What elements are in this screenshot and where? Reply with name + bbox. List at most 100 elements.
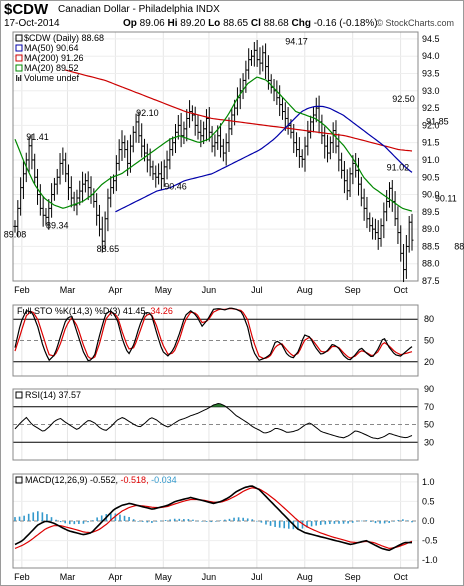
macd-histogram-bar [297, 521, 299, 530]
macd-histogram-bar [55, 519, 57, 521]
quote-line: Op 89.06 Hi 89.20 Lo 88.65 Cl 88.68 Chg … [123, 18, 378, 29]
macd-histogram-bar [14, 517, 16, 521]
macd-y-tick: 0.0 [422, 516, 435, 526]
macd-histogram-bar [137, 521, 140, 522]
price-annotation: 90.11 [435, 194, 457, 204]
macd-histogram-bar [310, 521, 313, 527]
open-label: Op [123, 18, 137, 29]
macd-histogram-bar [96, 517, 98, 521]
macd-histogram-bar [64, 521, 66, 524]
price-y-tick: 87.5 [422, 276, 440, 286]
macd-histogram-bar [233, 517, 235, 521]
macd-y-tick: -1.0 [422, 555, 438, 565]
macd-histogram-bar [192, 519, 194, 521]
copyright-link[interactable]: © StockCharts.com [376, 18, 454, 28]
macd-histogram-bar [274, 521, 276, 527]
macd-histogram-bar [237, 517, 240, 521]
ma20-line [14, 76, 413, 212]
rsi-y-tick: 70 [424, 402, 434, 412]
close-label: Cl [250, 18, 261, 29]
price-y-tick: 93.5 [422, 69, 440, 79]
low-value: 88.65 [223, 18, 249, 29]
macd-histogram-bar [411, 521, 413, 523]
chart-symbol: $CDW [4, 1, 49, 18]
macd-histogram-bar [374, 521, 377, 524]
macd-line [14, 485, 412, 552]
macd-histogram-bar [87, 521, 89, 523]
macd-histogram-bar [183, 519, 185, 521]
price-y-tick: 89.5 [422, 207, 440, 217]
x-tick-label: Jul [251, 285, 263, 295]
x-tick-label: May [155, 572, 173, 582]
macd-histogram-bar [68, 521, 71, 525]
macd-histogram-bar [265, 521, 267, 525]
price-y-tick: 94.5 [422, 34, 440, 44]
volume-icon-bar [18, 77, 20, 81]
volume-legend-icon [16, 75, 22, 81]
stoch-y-tick: 80 [424, 314, 434, 324]
macd-histogram-bar [132, 519, 135, 521]
macd-histogram-bar [119, 514, 121, 521]
macd-histogram-bar [224, 519, 226, 521]
macd-histogram-bar [379, 521, 381, 524]
rsi-overbought-fill [211, 403, 225, 407]
macd-histogram-bar [164, 520, 167, 521]
macd-histogram-bar [351, 521, 354, 523]
macd-histogram-bar [187, 519, 190, 521]
macd-histogram-bar [155, 521, 158, 522]
macd-histogram-bar [283, 521, 286, 529]
macd-histogram-bar [210, 521, 213, 523]
macd-histogram-bar [151, 521, 153, 523]
price-y-tick: 94.0 [422, 51, 440, 61]
volume-icon-bar [20, 75, 22, 81]
macd-y-tick: 0.5 [422, 496, 435, 506]
macd-histogram-bar [160, 520, 162, 522]
macd-histogram-bar [228, 518, 231, 521]
rsi-panel [12, 388, 419, 461]
macd-histogram-bar [91, 520, 94, 521]
rsi-y-tick: 50 [424, 420, 434, 430]
price-y-tick: 88.5 [422, 241, 440, 251]
macd-histogram-bar [82, 521, 85, 524]
macd-label: MACD(12,26,9) -0.552, -0.518, -0.034 [25, 475, 177, 485]
macd-histogram-bar [246, 518, 249, 521]
macd-histogram-bar [214, 521, 217, 522]
macd-histogram-bar [347, 521, 349, 524]
macd-label-part: -0.518, [118, 475, 149, 485]
macd-histogram-bar [397, 519, 400, 521]
price-y-tick: 92.5 [422, 103, 440, 113]
price-annotation: 92.10 [136, 108, 159, 118]
ma50-line [115, 105, 413, 213]
price-y-tick: 92.0 [422, 120, 440, 130]
price-annotation: 92.50 [392, 94, 415, 104]
price-annotation: 89.34 [46, 220, 69, 230]
macd-histogram-bar [146, 521, 149, 523]
macd-histogram-bar [278, 521, 281, 528]
macd-histogram-bar [251, 519, 254, 521]
price-annotation: 94.17 [285, 36, 308, 46]
stoch-y-tick: 50 [424, 336, 434, 346]
macd-histogram-bar [256, 520, 258, 522]
macd-histogram-bar [141, 521, 144, 522]
macd-histogram-bar [173, 518, 176, 521]
macd-histogram-bar [114, 513, 117, 521]
price-y-tick: 90.0 [422, 190, 440, 200]
macd-histogram-bar [287, 521, 290, 529]
price-y-tick: 91.5 [422, 138, 440, 148]
price-annotation: 88.73 [454, 241, 464, 251]
macd-histogram-bar [196, 520, 199, 522]
x-tick-label: Jun [202, 572, 217, 582]
x-tick-label: Oct [394, 285, 409, 295]
price-panel [12, 31, 419, 282]
price-y-tick: 93.0 [422, 86, 440, 96]
stochastic-panel [12, 304, 419, 377]
x-tick-label: Aug [297, 572, 313, 582]
macd-histogram-bar [269, 521, 272, 526]
low-label: Lo [208, 18, 221, 29]
x-tick-label: Oct [394, 572, 409, 582]
macd-histogram-bar [169, 519, 171, 521]
x-tick-label: Jun [202, 285, 217, 295]
macd-histogram-bar [27, 513, 30, 521]
